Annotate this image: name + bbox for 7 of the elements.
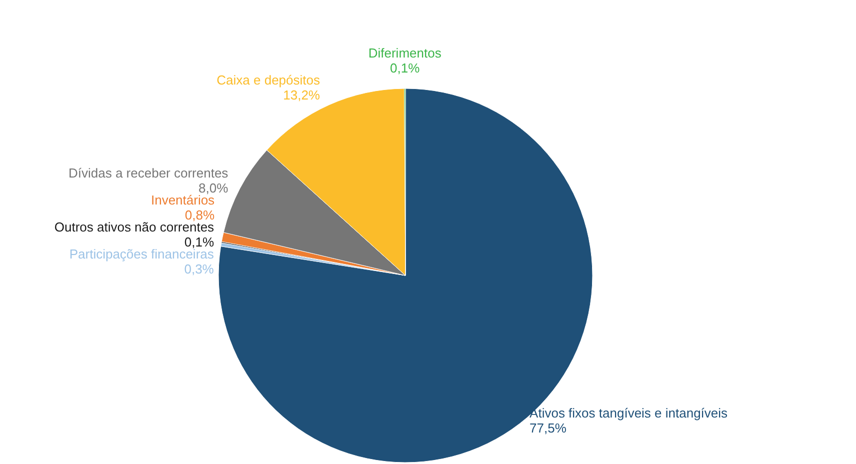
slice-label: Caixa e depósitos [216, 72, 320, 88]
data-label: 13,2% [283, 87, 320, 102]
slice-label: Dívidas a receber correntes [68, 166, 229, 181]
data-label: 0,1% [390, 60, 420, 76]
data-label: 77,5% [530, 420, 567, 436]
data-label: 0,3% [184, 262, 214, 277]
slice-label: Diferimentos [368, 45, 442, 60]
